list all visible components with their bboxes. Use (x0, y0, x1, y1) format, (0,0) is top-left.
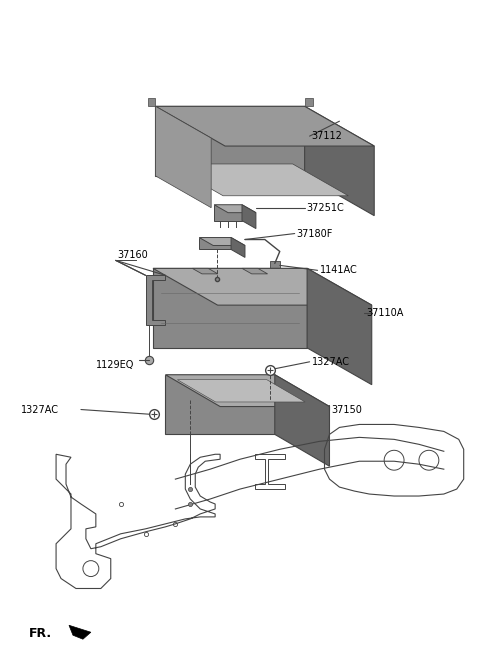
Polygon shape (214, 205, 242, 221)
Polygon shape (214, 205, 256, 213)
Polygon shape (156, 106, 211, 208)
Polygon shape (305, 106, 374, 215)
Text: 37251C: 37251C (307, 203, 344, 213)
Text: 1327AC: 1327AC (21, 405, 59, 415)
Polygon shape (242, 205, 256, 229)
Text: 37112: 37112 (312, 131, 342, 141)
Text: 37150: 37150 (332, 405, 362, 415)
Polygon shape (147, 99, 156, 106)
Polygon shape (178, 380, 305, 402)
Polygon shape (69, 625, 91, 639)
Text: 1327AC: 1327AC (312, 357, 349, 367)
Polygon shape (231, 238, 245, 258)
Polygon shape (153, 268, 372, 305)
Polygon shape (156, 106, 305, 176)
Polygon shape (153, 268, 307, 348)
Polygon shape (156, 106, 374, 146)
Text: 1129EQ: 1129EQ (96, 360, 134, 370)
Polygon shape (242, 268, 267, 274)
Text: 37180F: 37180F (297, 229, 333, 238)
Polygon shape (168, 164, 348, 196)
Text: 37160: 37160 (118, 250, 148, 260)
Text: 1141AC: 1141AC (320, 265, 357, 275)
Polygon shape (305, 99, 312, 106)
Polygon shape (199, 238, 231, 250)
Polygon shape (307, 268, 372, 384)
Polygon shape (166, 374, 275, 434)
Text: FR.: FR. (29, 627, 52, 640)
Polygon shape (270, 261, 280, 269)
Polygon shape (199, 238, 245, 246)
Polygon shape (166, 374, 329, 407)
Polygon shape (275, 374, 329, 466)
Polygon shape (192, 268, 218, 274)
Polygon shape (145, 275, 166, 325)
Text: 37110A: 37110A (366, 308, 404, 318)
